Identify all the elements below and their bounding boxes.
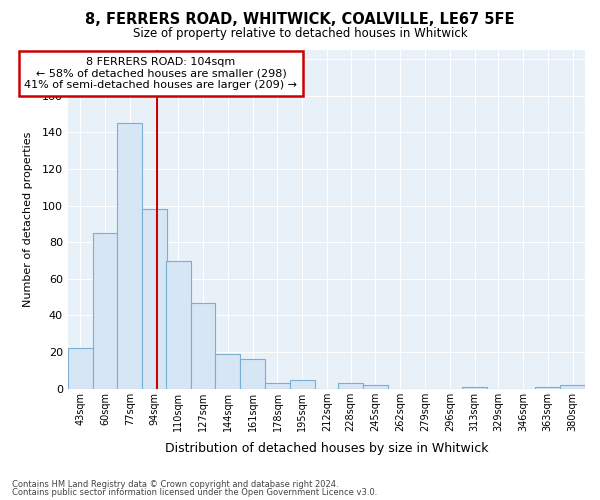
Bar — [265, 383, 290, 388]
Bar — [560, 385, 585, 388]
Bar — [215, 354, 240, 388]
Bar — [363, 385, 388, 388]
Bar — [142, 210, 167, 388]
X-axis label: Distribution of detached houses by size in Whitwick: Distribution of detached houses by size … — [164, 442, 488, 455]
Bar — [118, 123, 142, 388]
Bar — [166, 260, 191, 388]
Text: Contains public sector information licensed under the Open Government Licence v3: Contains public sector information licen… — [12, 488, 377, 497]
Y-axis label: Number of detached properties: Number of detached properties — [23, 132, 34, 307]
Bar — [338, 383, 363, 388]
Text: Size of property relative to detached houses in Whitwick: Size of property relative to detached ho… — [133, 28, 467, 40]
Bar — [290, 380, 315, 388]
Bar — [191, 302, 215, 388]
Bar — [68, 348, 92, 389]
Text: 8, FERRERS ROAD, WHITWICK, COALVILLE, LE67 5FE: 8, FERRERS ROAD, WHITWICK, COALVILLE, LE… — [85, 12, 515, 28]
Bar — [535, 387, 560, 388]
Text: 8 FERRERS ROAD: 104sqm
← 58% of detached houses are smaller (298)
41% of semi-de: 8 FERRERS ROAD: 104sqm ← 58% of detached… — [25, 57, 298, 90]
Bar — [240, 360, 265, 388]
Bar — [92, 233, 118, 388]
Bar — [462, 387, 487, 388]
Text: Contains HM Land Registry data © Crown copyright and database right 2024.: Contains HM Land Registry data © Crown c… — [12, 480, 338, 489]
